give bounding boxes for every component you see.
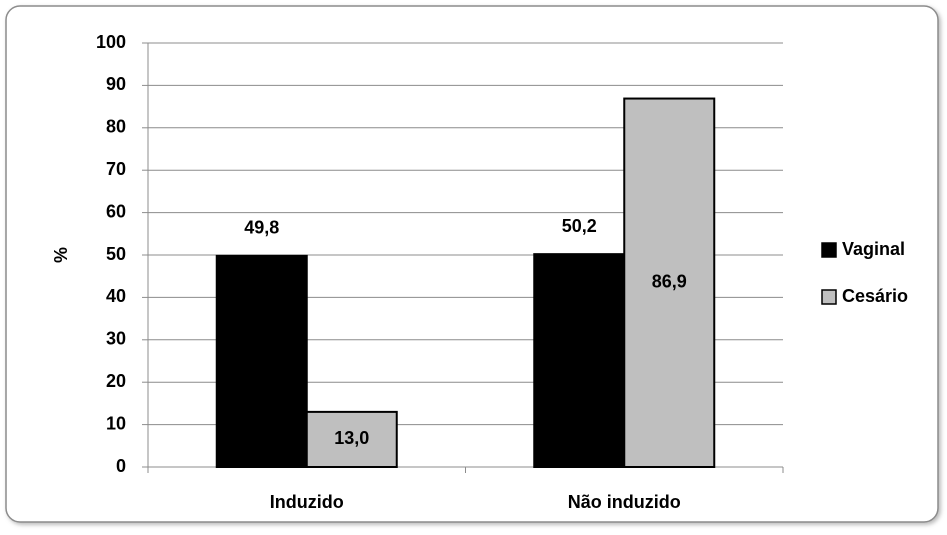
y-tick-label: 70 [106, 159, 126, 179]
legend-label: Vaginal [842, 239, 905, 259]
legend-marker [821, 289, 837, 305]
data-label: 49,8 [244, 218, 279, 238]
data-label: 50,2 [562, 216, 597, 236]
bar [623, 97, 716, 468]
y-tick-label: 10 [106, 413, 126, 433]
bar [305, 410, 398, 469]
y-tick-label: 20 [106, 371, 126, 391]
y-tick-label: 90 [106, 74, 126, 94]
y-axis-label: % [51, 247, 71, 263]
bar [215, 254, 308, 468]
y-tick-label: 0 [116, 456, 126, 476]
bar [533, 253, 626, 468]
data-label: 13,0 [334, 428, 369, 448]
legend-label: Cesário [842, 286, 908, 306]
y-tick-label: 40 [106, 286, 126, 306]
chart-frame [5, 5, 939, 523]
y-tick-label: 30 [106, 329, 126, 349]
y-tick-label: 80 [106, 117, 126, 137]
data-label: 86,9 [652, 272, 687, 292]
x-tick-label: Não induzido [568, 492, 681, 512]
x-tick-label: Induzido [270, 492, 344, 512]
y-tick-label: 60 [106, 201, 126, 221]
y-tick-label: 100 [96, 32, 126, 52]
legend-marker [821, 242, 837, 258]
y-tick-label: 50 [106, 244, 126, 264]
